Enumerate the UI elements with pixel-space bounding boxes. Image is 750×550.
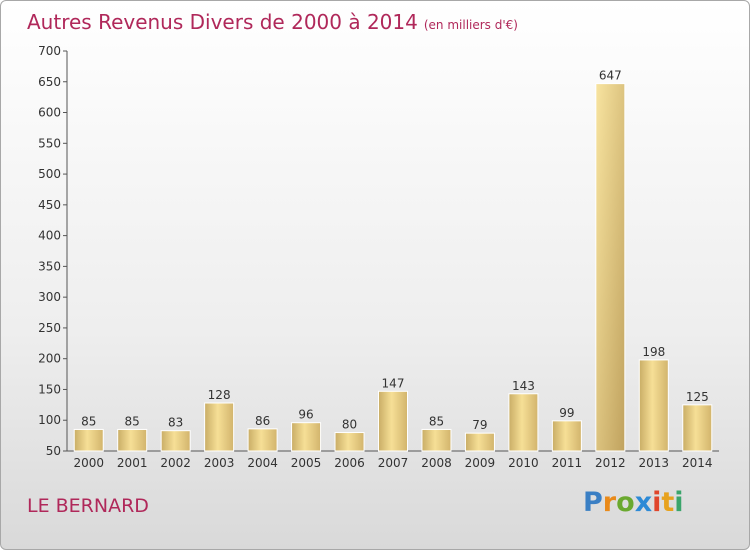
bar-2010 <box>508 393 539 452</box>
x-tick-label-2002: 2002 <box>160 456 191 470</box>
x-tick-label-2011: 2011 <box>552 456 583 470</box>
value-label-2005: 96 <box>298 408 313 422</box>
chart-title: Autres Revenus Divers de 2000 à 2014 (en … <box>27 10 518 34</box>
logo-letter: i <box>652 487 662 518</box>
bar-2012 <box>595 83 626 452</box>
x-tick-label-2010: 2010 <box>508 456 539 470</box>
bar-2001 <box>117 428 148 452</box>
chart-axes: 50 100 150 200 250 300 350 400 450 500 550 600 650 70… <box>38 44 719 470</box>
bar-2004 <box>247 428 278 452</box>
value-label-2000: 85 <box>81 414 96 428</box>
y-tick-label: 200 <box>38 352 61 366</box>
bar-2014 <box>682 404 713 452</box>
bar-2007 <box>378 390 408 452</box>
logo-letter: P <box>583 487 603 518</box>
y-tick-label: 150 <box>38 382 61 396</box>
x-tick-label-2006: 2006 <box>334 456 365 470</box>
x-tick-label-2004: 2004 <box>247 456 278 470</box>
bar-2009 <box>464 432 495 452</box>
value-label-2002: 83 <box>168 416 183 430</box>
y-tick-label: 550 <box>38 136 61 150</box>
value-label-2008: 85 <box>429 414 444 428</box>
x-tick-label-2014: 2014 <box>682 456 713 470</box>
bar-2013 <box>638 359 669 452</box>
bar-2003 <box>204 402 235 452</box>
x-tick-label-2000: 2000 <box>73 456 104 470</box>
x-tick-label-2012: 2012 <box>595 456 626 470</box>
bar-2008 <box>421 428 452 452</box>
x-tick-label-2005: 2005 <box>291 456 322 470</box>
y-tick-label: 300 <box>38 290 61 304</box>
y-tick-label: 600 <box>38 106 61 120</box>
x-tick-label-2013: 2013 <box>639 456 670 470</box>
chart-bars <box>73 83 713 452</box>
value-label-2011: 99 <box>559 406 574 420</box>
x-tick-label-2001: 2001 <box>117 456 148 470</box>
logo-letter: x <box>634 487 653 518</box>
y-tick-label: 650 <box>38 75 61 89</box>
bar-2006 <box>334 432 365 452</box>
chart-labels: 85 85 83 128 86 96 80 147 85 79 143 99 647 198 125 <box>81 69 709 433</box>
chart-title-text: Autres Revenus Divers de 2000 à 2014 <box>27 10 418 34</box>
value-label-2009: 79 <box>472 418 487 432</box>
value-label-2010: 143 <box>512 379 535 393</box>
place-name: LE BERNARD <box>27 495 149 517</box>
value-label-2004: 86 <box>255 414 270 428</box>
x-tick-label-2008: 2008 <box>421 456 452 470</box>
y-tick-label: 100 <box>38 413 61 427</box>
y-tick-label: 700 <box>38 44 61 58</box>
value-label-2006: 80 <box>342 418 357 432</box>
value-label-2001: 85 <box>125 414 140 428</box>
bar-2011 <box>551 420 582 452</box>
proxiti-logo: Proxiti <box>583 487 684 518</box>
logo-letter: o <box>616 487 635 518</box>
logo-letter: t <box>661 487 675 518</box>
y-tick-label: 350 <box>38 259 61 273</box>
value-label-2012: 647 <box>599 69 622 83</box>
logo-letter: i <box>674 487 684 518</box>
x-tick-label-2007: 2007 <box>378 456 409 470</box>
value-label-2014: 125 <box>686 390 709 404</box>
y-tick-label: 250 <box>38 321 61 335</box>
y-tick-label: 400 <box>38 229 61 243</box>
bar-2000 <box>73 428 104 452</box>
y-tick-label: 50 <box>46 444 61 458</box>
value-label-2003: 128 <box>208 388 231 402</box>
value-label-2013: 198 <box>642 345 665 359</box>
y-tick-label: 450 <box>38 198 61 212</box>
x-tick-label-2003: 2003 <box>204 456 235 470</box>
value-label-2007: 147 <box>382 376 405 390</box>
logo-letter: r <box>602 487 617 518</box>
bar-2005 <box>291 422 322 452</box>
chart-subtitle: (en milliers d'€) <box>423 18 518 32</box>
y-tick-label: 500 <box>38 167 61 181</box>
bar-2002 <box>160 430 191 452</box>
x-tick-label-2009: 2009 <box>465 456 496 470</box>
